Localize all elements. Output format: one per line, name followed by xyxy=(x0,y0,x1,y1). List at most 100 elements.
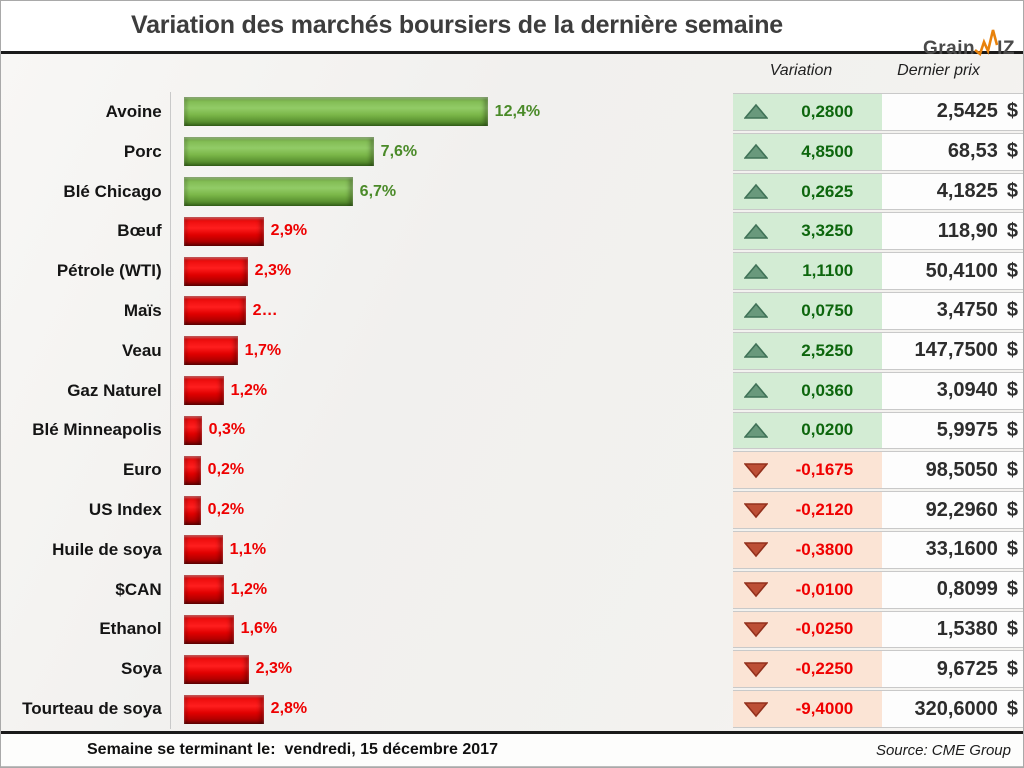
variation-cell: 0,0200 xyxy=(732,411,883,450)
table-row: Ethanol 1,6% -0,0250 1,5380 $ xyxy=(1,609,1023,650)
price-cell: 5,9975 $ xyxy=(882,411,1023,450)
page-title: Variation des marchés boursiers de la de… xyxy=(130,11,783,39)
price-cell: 3,0940 $ xyxy=(882,371,1023,410)
price-value: 50,4100 xyxy=(925,259,998,282)
red-bar xyxy=(183,694,264,724)
triangle-down-icon xyxy=(743,661,768,678)
price-cell: 9,6725 $ xyxy=(882,650,1023,689)
dollar-sign: $ xyxy=(1006,339,1018,362)
percent-label: 1,2% xyxy=(230,580,268,598)
table-row: Soya 2,3% -0,2250 9,6725 $ xyxy=(1,649,1023,690)
chart-body: Variation Dernier prix Avoine 12,4% 0,2800… xyxy=(1,54,1023,731)
triangle-up-icon xyxy=(743,143,768,160)
green-bar xyxy=(183,97,488,127)
category-label: $CAN xyxy=(1,569,171,610)
variation-cell: 0,2800 xyxy=(732,93,883,131)
triangle-down-icon xyxy=(743,621,768,638)
variation-cell: -0,0100 xyxy=(732,570,883,609)
red-bar xyxy=(183,336,238,366)
red-bar xyxy=(183,415,202,445)
dollar-sign: $ xyxy=(1006,617,1018,640)
variation-value: -0,0100 xyxy=(795,579,854,599)
percent-label: 1,1% xyxy=(229,540,267,558)
category-label: Veau xyxy=(1,330,171,371)
bar-zone: 2,3% xyxy=(171,251,733,291)
percent-label: 0,2% xyxy=(207,501,245,519)
price-value: 3,0940 xyxy=(936,379,998,402)
bar-zone: 1,6% xyxy=(171,610,733,650)
variation-cell: -0,1675 xyxy=(732,451,883,490)
variation-value: 1,1100 xyxy=(802,261,854,281)
bar-zone: 2… xyxy=(171,291,733,331)
price-cell: 0,8099 $ xyxy=(882,570,1023,609)
dollar-sign: $ xyxy=(1006,259,1018,282)
variation-value: 0,0360 xyxy=(801,380,854,400)
percent-label: 1,2% xyxy=(230,381,268,399)
red-bar xyxy=(183,614,234,644)
table-row: Blé Chicago 6,7% 0,2625 4,1825 $ xyxy=(1,171,1023,212)
logo-text-left: Grain xyxy=(922,38,976,59)
grainwiz-logo: Grain IZ xyxy=(923,28,1015,58)
triangle-down-icon xyxy=(743,581,768,598)
triangle-up-icon xyxy=(743,382,768,399)
price-value: 68,53 xyxy=(947,140,998,163)
bar-zone: 2,3% xyxy=(171,649,733,689)
bar-zone: 1,7% xyxy=(171,331,733,371)
category-label: Soya xyxy=(1,649,171,690)
category-label: Avoine xyxy=(1,92,171,132)
variation-cell: -0,2250 xyxy=(732,650,883,689)
variation-cell: 0,0750 xyxy=(732,292,883,330)
price-value: 4,1825 xyxy=(936,180,998,203)
variation-value: -0,2120 xyxy=(795,500,854,520)
category-label: Porc xyxy=(1,131,171,172)
variation-value: 3,3250 xyxy=(801,221,854,241)
price-cell: 50,4100 $ xyxy=(882,252,1023,291)
table-row: Euro 0,2% -0,1675 98,5050 $ xyxy=(1,450,1023,491)
price-value: 2,5425 xyxy=(936,100,998,123)
variation-value: -0,1675 xyxy=(795,460,854,480)
dollar-sign: $ xyxy=(1006,140,1018,163)
dollar-sign: $ xyxy=(1006,100,1018,123)
price-cell: 1,5380 $ xyxy=(882,610,1023,649)
dollar-sign: $ xyxy=(1006,418,1018,441)
dollar-sign: $ xyxy=(1006,657,1018,680)
percent-label: 1,7% xyxy=(244,341,282,359)
dollar-sign: $ xyxy=(1006,180,1018,203)
top-divider-line xyxy=(1,51,1023,54)
variation-cell: 4,8500 xyxy=(732,132,883,171)
price-value: 33,1600 xyxy=(925,538,998,561)
percent-label: 2,8% xyxy=(270,700,308,718)
category-label: Pétrole (WTI) xyxy=(1,251,171,292)
red-bar xyxy=(183,495,201,525)
triangle-up-icon xyxy=(743,223,768,240)
triangle-up-icon xyxy=(743,302,768,319)
price-value: 9,6725 xyxy=(936,657,998,680)
table-row: Avoine 12,4% 0,2800 2,5425 $ xyxy=(1,92,1023,132)
week-ending-text: Semaine se terminant le: vendredi, 15 déc… xyxy=(1,741,498,759)
triangle-up-icon xyxy=(743,183,768,200)
logo-zigzag-icon xyxy=(974,28,999,58)
variation-cell: 0,0360 xyxy=(732,371,883,410)
variation-cell: -0,0250 xyxy=(732,610,883,649)
variation-value: 4,8500 xyxy=(801,141,854,161)
percent-label: 0,2% xyxy=(207,461,245,479)
table-row: $CAN 1,2% -0,0100 0,8099 $ xyxy=(1,569,1023,610)
variation-value: -0,0250 xyxy=(795,619,854,639)
title-bar: Variation des marchés boursiers de la de… xyxy=(1,1,1023,58)
bar-zone: 7,6% xyxy=(171,132,733,172)
bar-zone: 1,2% xyxy=(171,570,733,610)
percent-label: 2… xyxy=(252,301,278,319)
variation-cell: 3,3250 xyxy=(732,212,883,251)
red-bar xyxy=(183,535,223,565)
bar-zone: 0,3% xyxy=(171,411,733,451)
variation-cell: -0,2120 xyxy=(732,491,883,529)
category-label: Blé Chicago xyxy=(1,171,171,212)
price-cell: 3,4750 $ xyxy=(882,292,1023,330)
dollar-sign: $ xyxy=(1006,697,1018,720)
percent-label: 1,6% xyxy=(240,620,278,638)
percent-label: 7,6% xyxy=(380,142,418,160)
dollar-sign: $ xyxy=(1006,458,1018,481)
price-value: 3,4750 xyxy=(936,299,998,322)
chart-rows: Avoine 12,4% 0,2800 2,5425 $ Porc 7,6% 4,8500 68… xyxy=(1,92,1023,731)
